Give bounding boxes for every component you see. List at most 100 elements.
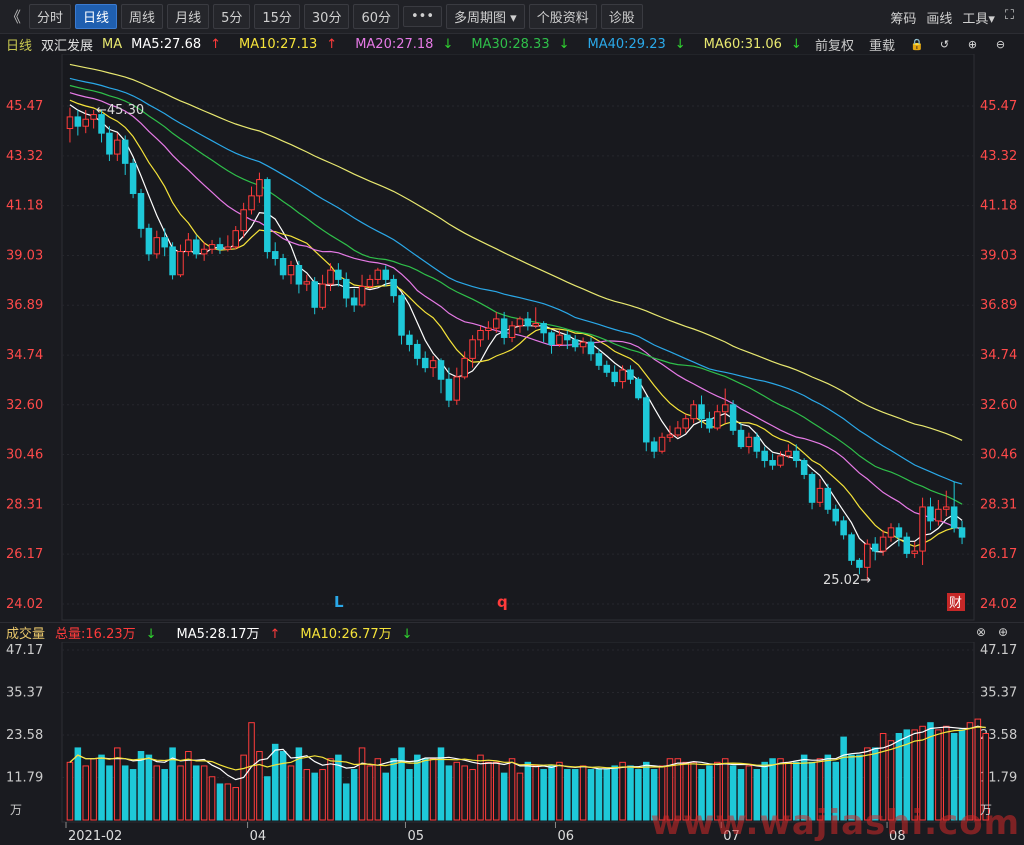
candle-up [721, 404, 729, 413]
candle-down [848, 534, 855, 561]
chips-button[interactable]: 筹码 [890, 12, 917, 27]
zoom-out-icon[interactable]: ⊖ [995, 37, 1006, 51]
date-label: 06 [557, 829, 574, 844]
tab-5min[interactable]: 5分 [213, 4, 251, 29]
candle-down [161, 237, 168, 248]
price-tick-right: 26.17 [980, 547, 1017, 562]
candle-up [224, 246, 232, 250]
fullscreen-icon[interactable]: ⛶ [1004, 8, 1014, 23]
volume-bar-down [193, 765, 200, 821]
volume-bar-down [540, 769, 547, 821]
period-toolbar: 《 分时 日线 周线 月线 5分 15分 30分 60分 ••• 多周期图 ▾ … [0, 0, 1024, 34]
candle-up [493, 318, 500, 329]
tab-fenshi[interactable]: 分时 [29, 4, 72, 29]
candle-up [911, 550, 918, 554]
volume-bar-down [698, 769, 705, 821]
back-icon[interactable]: 《 [6, 8, 22, 26]
candle-up [532, 323, 540, 327]
volume-bar-up [714, 761, 721, 821]
candle-down [121, 139, 129, 164]
tools-dropdown[interactable]: 工具▾ [962, 8, 995, 27]
tab-yuexian[interactable]: 月线 [167, 4, 210, 29]
reload-button[interactable]: 重载 [868, 38, 895, 54]
volume-bar-up [919, 725, 926, 821]
price-tick-right: 39.03 [980, 249, 1017, 264]
candle-down [311, 281, 318, 308]
kline-chart[interactable]: 45.47 43.32 41.18 39.03 36.89 34.74 32.60 30.46… [0, 54, 1024, 622]
volume-bar-up [516, 772, 524, 821]
candle-down [824, 487, 832, 510]
more-button[interactable]: ••• [403, 6, 443, 27]
volume-bar-up [619, 761, 626, 821]
multi-period-dropdown[interactable]: 多周期图 ▾ [446, 4, 525, 29]
volume-tick-left: 35.37 [6, 686, 43, 701]
volume-bar-up [864, 747, 871, 821]
volume-bar-up [477, 754, 484, 821]
candle-up [508, 325, 516, 338]
volume-bar-down [74, 747, 82, 821]
tab-15min[interactable]: 15分 [254, 4, 300, 29]
ma-label: MA [102, 36, 123, 52]
candle-up [690, 404, 697, 420]
volume-bar-down [824, 754, 832, 821]
candle-down [903, 536, 911, 554]
toolbar-right: 筹码 画线 工具▾ ⛶ [890, 8, 1014, 27]
draw-button[interactable]: 画线 [926, 12, 953, 27]
legend-right: 前复权 重载 🔒 ↺ ⊕ ⊖ [815, 34, 1016, 54]
candle-up [82, 118, 90, 127]
close-icon[interactable]: ⊗ [975, 625, 986, 639]
price-tick-left: 41.18 [6, 199, 43, 214]
stock-info-button[interactable]: 个股资料 [528, 4, 597, 29]
volume-bar-up [943, 725, 950, 821]
volume-tick-left: 11.79 [6, 771, 43, 786]
finance-marker-box[interactable] [947, 593, 965, 611]
candle-up [887, 527, 895, 538]
volume-bar-down [706, 765, 713, 821]
volume-bar-down [216, 783, 224, 821]
candle-up [516, 318, 524, 327]
tab-60min[interactable]: 60分 [353, 4, 399, 29]
volume-ma-lines [69, 725, 986, 781]
volume-bar-down [769, 758, 776, 821]
marker-l[interactable]: L [334, 593, 344, 611]
marker-q[interactable]: q [497, 593, 508, 611]
zoom-in-icon[interactable]: ⊕ [967, 37, 978, 51]
candle-up [153, 237, 161, 255]
tab-30min[interactable]: 30分 [303, 4, 350, 29]
candle-down [808, 473, 816, 503]
date-label: 08 [889, 829, 906, 844]
candle-up [658, 436, 666, 452]
volume-bar-up [674, 758, 682, 821]
tab-zhouxian[interactable]: 周线 [121, 4, 164, 29]
candles [66, 107, 966, 581]
volume-bar-up [287, 765, 295, 821]
candle-up [374, 269, 382, 280]
add-icon[interactable]: ⊕ [997, 625, 1008, 639]
lock-icon[interactable]: 🔒 [910, 37, 924, 51]
fq-button[interactable]: 前复权 [814, 38, 854, 54]
volume-tick-right: 11.79 [980, 771, 1017, 786]
volume-bar-up [469, 769, 476, 821]
price-tick-right: 28.31 [980, 497, 1017, 512]
date-axis: 2021-02 04 05 06 07 08 [65, 822, 906, 844]
finance-marker[interactable]: 财 [949, 596, 962, 611]
diagnose-button[interactable]: 诊股 [600, 4, 643, 29]
candle-down [737, 429, 745, 448]
volume-bar-down [564, 769, 571, 821]
tab-rixian[interactable]: 日线 [75, 4, 118, 29]
price-tick-left: 34.74 [6, 348, 43, 363]
candle-down [264, 179, 271, 253]
volume-tick-left: 47.17 [6, 643, 43, 658]
volume-chart[interactable]: 47.17 47.17 35.37 35.37 23.58 23.58 11.79 11.79… [0, 642, 1024, 845]
volume-bar-down [793, 761, 800, 821]
volume-bar-down [611, 765, 618, 821]
candle-up [185, 239, 192, 253]
volume-bar-up [666, 758, 674, 821]
volume-bar-up [200, 765, 208, 821]
tools-label: 工具 [962, 12, 989, 27]
ma40-line [69, 77, 963, 485]
undo-icon[interactable]: ↺ [939, 37, 950, 51]
price-tick-left: 43.32 [6, 149, 43, 164]
volume-bar-down [635, 769, 642, 821]
volume-bar-up [185, 751, 192, 821]
